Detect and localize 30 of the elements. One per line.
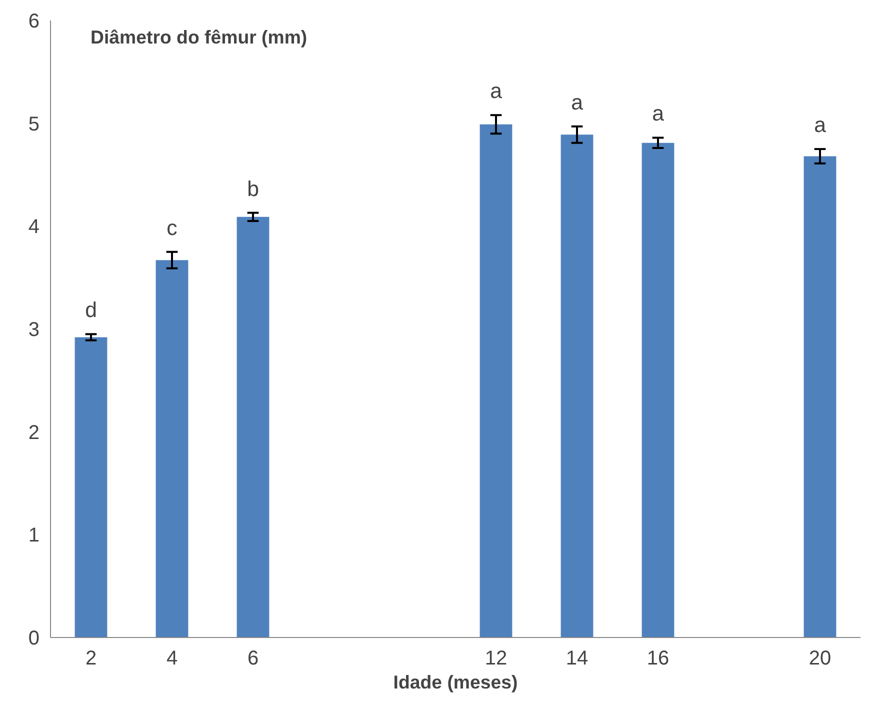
x-axis-title: Idade (meses) [393, 672, 518, 692]
bar [156, 260, 188, 638]
y-tick-label: 6 [28, 10, 40, 32]
x-tick-label: 2 [85, 648, 97, 670]
data-label: d [85, 298, 97, 322]
x-tick-label: 6 [247, 648, 259, 670]
y-tick-label: 0 [28, 628, 40, 650]
y-tick-label: 4 [28, 216, 40, 238]
bar [236, 216, 270, 638]
x-tick-label: 14 [566, 648, 588, 670]
x-tick-label: 16 [646, 648, 670, 670]
y-tick-label: 2 [28, 422, 40, 444]
bar [74, 337, 108, 638]
bar [642, 142, 674, 638]
x-tick-label: 20 [808, 648, 832, 670]
x-tick-label: 4 [166, 648, 178, 670]
bar [480, 124, 512, 638]
data-label: b [247, 176, 259, 201]
data-label: a [571, 90, 584, 114]
data-label: a [652, 102, 664, 126]
data-label: a [490, 79, 502, 104]
y-axis-title: Diâmetro do fêmur (mm) [90, 26, 308, 48]
y-tick-label: 1 [28, 524, 40, 547]
data-label: a [814, 113, 826, 138]
y-tick-label: 5 [28, 113, 40, 136]
x-tick-label: 12 [484, 648, 508, 670]
data-label: c [166, 216, 178, 240]
bar [560, 134, 594, 638]
y-tick-label: 3 [28, 319, 40, 341]
bar [804, 156, 836, 638]
